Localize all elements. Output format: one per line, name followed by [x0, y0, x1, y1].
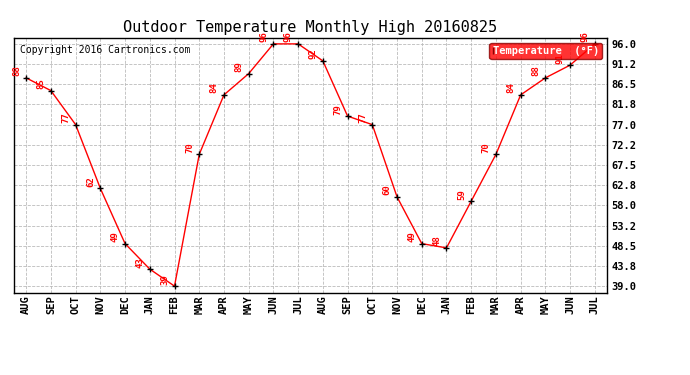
- Text: 70: 70: [185, 142, 194, 153]
- Text: 84: 84: [210, 83, 219, 93]
- Text: 77: 77: [358, 112, 367, 123]
- Text: 96: 96: [580, 32, 590, 42]
- Text: 43: 43: [135, 257, 145, 268]
- Title: Outdoor Temperature Monthly High 20160825: Outdoor Temperature Monthly High 2016082…: [124, 20, 497, 35]
- Text: 88: 88: [12, 66, 21, 76]
- Text: 79: 79: [333, 104, 342, 115]
- Text: 62: 62: [86, 176, 95, 187]
- Text: 84: 84: [506, 83, 515, 93]
- Text: Copyright 2016 Cartronics.com: Copyright 2016 Cartronics.com: [20, 45, 190, 55]
- Text: 96: 96: [259, 32, 268, 42]
- Legend: Temperature  (°F): Temperature (°F): [489, 43, 602, 59]
- Text: 91: 91: [556, 53, 565, 64]
- Text: 89: 89: [235, 62, 244, 72]
- Text: 49: 49: [111, 231, 120, 242]
- Text: 48: 48: [432, 236, 442, 246]
- Text: 39: 39: [160, 274, 169, 285]
- Text: 60: 60: [383, 185, 392, 195]
- Text: 49: 49: [408, 231, 417, 242]
- Text: 88: 88: [531, 66, 540, 76]
- Text: 59: 59: [457, 189, 466, 200]
- Text: 85: 85: [37, 78, 46, 89]
- Text: 92: 92: [308, 49, 317, 60]
- Text: 70: 70: [482, 142, 491, 153]
- Text: 96: 96: [284, 32, 293, 42]
- Text: 77: 77: [61, 112, 70, 123]
